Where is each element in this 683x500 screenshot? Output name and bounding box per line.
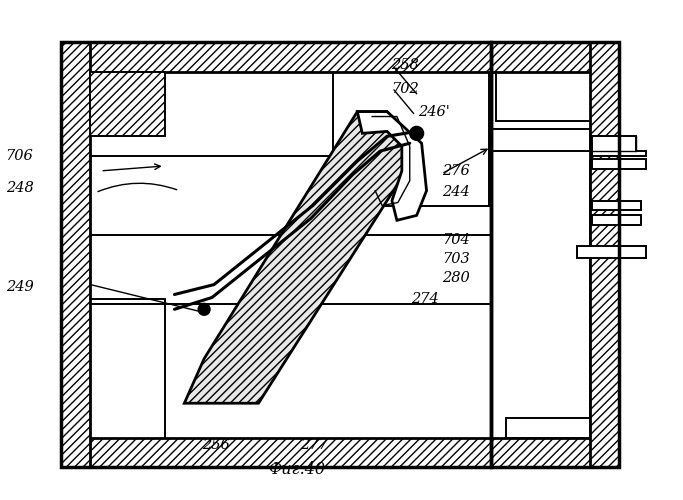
Polygon shape	[591, 136, 646, 156]
Polygon shape	[357, 112, 427, 220]
Bar	[90, 72, 491, 438]
Text: 276: 276	[442, 164, 470, 178]
Polygon shape	[491, 438, 619, 468]
Polygon shape	[505, 418, 589, 438]
Polygon shape	[90, 72, 165, 136]
Text: 706: 706	[5, 149, 33, 163]
Text: 248: 248	[5, 181, 33, 195]
Text: 702: 702	[391, 82, 419, 96]
Polygon shape	[61, 438, 491, 468]
Polygon shape	[184, 112, 421, 403]
Bar	[591, 216, 641, 226]
Polygon shape	[61, 42, 90, 468]
Text: 280: 280	[442, 270, 470, 284]
Circle shape	[410, 126, 423, 140]
Bar	[591, 200, 641, 210]
Text: 274: 274	[412, 292, 439, 306]
Bar	[61, 42, 491, 468]
Bar	[491, 42, 619, 468]
Polygon shape	[61, 42, 491, 72]
Text: 258: 258	[391, 58, 419, 71]
Circle shape	[198, 304, 210, 315]
Text: 703: 703	[442, 252, 470, 266]
Text: 244: 244	[442, 184, 470, 198]
Bar	[591, 159, 646, 169]
Text: 704: 704	[442, 233, 470, 247]
Polygon shape	[491, 42, 619, 72]
Text: 277: 277	[300, 438, 327, 452]
Text: 256: 256	[202, 438, 229, 452]
Text: Фиг.40: Фиг.40	[268, 462, 325, 478]
Text: 249: 249	[5, 280, 33, 294]
Bar	[491, 130, 589, 151]
Bar	[577, 246, 646, 258]
Polygon shape	[589, 42, 619, 468]
Text: 246': 246'	[418, 104, 450, 118]
Bar	[491, 72, 589, 438]
